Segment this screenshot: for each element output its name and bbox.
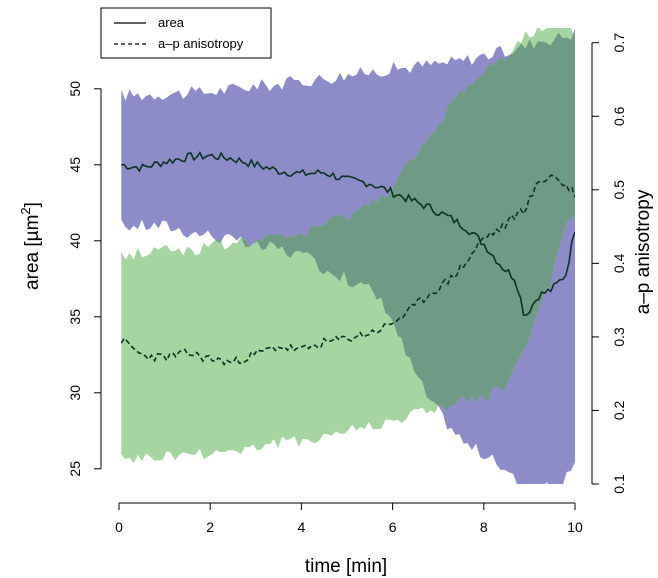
x-axis-title: time [min] <box>305 556 387 577</box>
x-tick-label: 2 <box>206 519 214 535</box>
y-left-tick-label: 45 <box>67 157 83 173</box>
legend-label-anisotropy: a–p anisotropy <box>158 36 244 51</box>
confidence-bands <box>121 28 575 484</box>
y-left-tick-label: 30 <box>67 385 83 401</box>
y-axis-right-title: a–p anisotropy <box>633 189 654 314</box>
y-right-tick-label: 0.6 <box>611 106 627 126</box>
x-tick-label: 0 <box>115 519 123 535</box>
y-left-tick-label: 50 <box>67 81 83 97</box>
legend-box <box>100 7 272 59</box>
x-tick-label: 10 <box>567 519 583 535</box>
y-axis-left-title-tail: ] <box>22 202 43 207</box>
y-right-tick-label: 0.5 <box>611 180 627 200</box>
area-line <box>121 151 575 316</box>
x-axis: 0 2 4 6 8 10 <box>115 502 583 535</box>
y-right-tick-label: 0.2 <box>611 401 627 421</box>
y-left-tick-label: 40 <box>67 233 83 249</box>
x-tick-label: 6 <box>389 519 397 535</box>
legend: area a–p anisotropy <box>100 7 272 59</box>
legend-label-area: area <box>158 15 185 30</box>
series-lines <box>120 151 575 366</box>
y-axis-left: 25 30 35 40 45 50 <box>67 81 102 477</box>
x-tick-label: 4 <box>298 519 306 535</box>
y-axis-left-title-text: area [µm <box>22 215 43 290</box>
y-right-tick-label: 0.7 <box>611 33 627 53</box>
y-axis-right: 0.1 0.2 0.3 0.4 0.5 0.6 0.7 <box>591 33 627 494</box>
x-tick-label: 8 <box>480 519 488 535</box>
y-axis-left-title: area [µm2] <box>18 202 43 290</box>
y-right-tick-label: 0.1 <box>611 474 627 494</box>
y-left-tick-label: 25 <box>67 461 83 477</box>
y-right-tick-label: 0.4 <box>611 253 627 273</box>
y-left-tick-label: 35 <box>67 309 83 325</box>
y-axis-left-title-sup: 2 <box>18 207 33 214</box>
y-right-tick-label: 0.3 <box>611 327 627 347</box>
anisotropy-line <box>120 174 575 366</box>
